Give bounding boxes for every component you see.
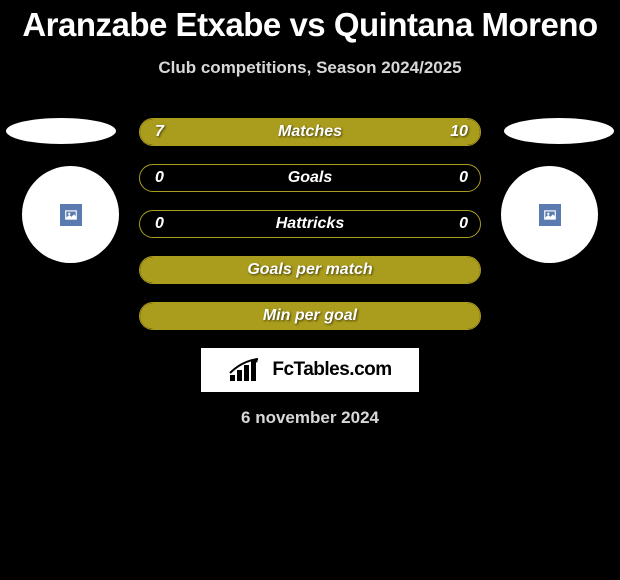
stat-value-right: 0	[459, 169, 468, 187]
placeholder-image-icon	[60, 204, 82, 226]
stat-label: Min per goal	[263, 307, 357, 325]
stat-row-hattricks: 0 Hattricks 0	[139, 210, 481, 238]
stat-label: Hattricks	[276, 215, 344, 233]
stat-row-goals-per-match: Goals per match	[139, 256, 481, 284]
stat-row-matches: 7 Matches 10	[139, 118, 481, 146]
stat-label: Matches	[278, 123, 342, 141]
stat-label: Goals	[288, 169, 332, 187]
stat-row-goals: 0 Goals 0	[139, 164, 481, 192]
stat-value-left: 0	[155, 169, 164, 187]
brand-bars-icon	[228, 357, 268, 383]
stat-value-right: 0	[459, 215, 468, 233]
brand-text: FcTables.com	[272, 359, 391, 381]
player-left-avatar	[22, 166, 119, 263]
stat-label: Goals per match	[247, 261, 372, 279]
stat-value-left: 7	[155, 123, 164, 141]
placeholder-image-icon	[539, 204, 561, 226]
player-right-ellipse	[504, 118, 614, 144]
stat-rows: 7 Matches 10 0 Goals 0 0 Hattricks 0 Goa…	[139, 118, 481, 330]
player-right-avatar	[501, 166, 598, 263]
stat-row-min-per-goal: Min per goal	[139, 302, 481, 330]
player-left-ellipse	[6, 118, 116, 144]
brand-box: FcTables.com	[201, 348, 419, 392]
stat-value-right: 10	[450, 123, 468, 141]
date-text: 6 november 2024	[0, 408, 620, 428]
stats-area: 7 Matches 10 0 Goals 0 0 Hattricks 0 Goa…	[0, 118, 620, 330]
page-title: Aranzabe Etxabe vs Quintana Moreno	[0, 0, 620, 44]
subtitle: Club competitions, Season 2024/2025	[0, 58, 620, 78]
stat-value-left: 0	[155, 215, 164, 233]
